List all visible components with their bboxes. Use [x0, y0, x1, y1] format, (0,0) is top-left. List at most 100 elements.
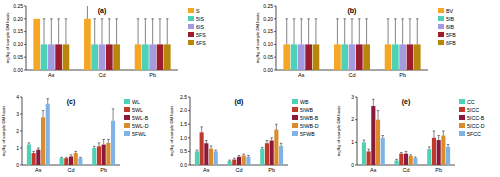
- error-cap: [115, 18, 118, 19]
- bar: [283, 44, 290, 70]
- legend-swatch: [459, 107, 465, 112]
- error-cap: [367, 149, 370, 150]
- error-cap: [74, 151, 77, 152]
- error-bar: [166, 19, 169, 45]
- legend-swatch: [292, 107, 298, 112]
- error-cap: [228, 160, 231, 161]
- bar: [349, 44, 356, 70]
- y-tick-label: 0.25: [263, 3, 273, 9]
- error-bar: [28, 143, 31, 145]
- error-bar: [280, 143, 283, 146]
- y-tick-label: 4: [16, 94, 19, 100]
- error-bar: [200, 127, 203, 132]
- bar: [111, 121, 115, 165]
- error-line: [94, 146, 95, 148]
- legend-swatch: [124, 107, 130, 112]
- error-cap: [102, 139, 105, 140]
- error-line: [38, 148, 39, 150]
- y-tick-label: 0.5: [180, 148, 187, 154]
- error-bar: [238, 155, 241, 156]
- x-tick-label: As: [203, 167, 210, 173]
- y-axis-label: mg/kg of sample DM basis: [255, 13, 260, 64]
- legend-swatch: [438, 24, 444, 29]
- bar: [334, 44, 341, 70]
- error-cap: [65, 18, 68, 19]
- error-line: [43, 111, 44, 118]
- x-tick-label: As: [298, 72, 305, 78]
- error-bar: [112, 109, 115, 121]
- bar: [270, 141, 274, 165]
- error-cap: [270, 137, 273, 138]
- error-cap: [400, 152, 403, 153]
- error-line: [410, 155, 411, 156]
- bar: [200, 132, 204, 165]
- error-cap: [107, 139, 110, 140]
- error-line: [211, 146, 212, 149]
- bar: [36, 150, 40, 165]
- error-bar: [50, 19, 53, 45]
- legend-label: 5FS: [196, 32, 206, 38]
- error-bar: [400, 153, 403, 154]
- error-line: [315, 19, 316, 45]
- error-bar: [228, 160, 231, 162]
- error-line: [271, 138, 272, 141]
- error-line: [58, 19, 59, 45]
- error-cap: [46, 98, 49, 99]
- error-line: [448, 145, 449, 147]
- error-bar: [115, 19, 118, 45]
- error-line: [66, 157, 67, 159]
- bar: [64, 158, 68, 165]
- error-bar: [358, 19, 361, 45]
- error-bar: [46, 99, 49, 104]
- error-bar: [416, 19, 419, 45]
- legend-label: 6FS: [196, 40, 206, 46]
- error-line: [229, 160, 230, 162]
- bar: [91, 44, 98, 70]
- bar: [63, 44, 70, 70]
- error-bar: [414, 157, 417, 158]
- bar: [41, 44, 48, 70]
- error-line: [71, 155, 72, 157]
- marks: [33, 6, 170, 70]
- error-cap: [242, 154, 245, 155]
- error-line: [262, 147, 263, 148]
- error-line: [51, 19, 52, 45]
- error-line: [138, 19, 139, 45]
- x-tick-label: Cd: [402, 167, 409, 173]
- error-bar: [108, 19, 111, 45]
- error-line: [286, 19, 287, 45]
- error-bar: [363, 140, 366, 142]
- legend-swatch: [188, 32, 194, 37]
- legend: WB5IWB5IWB-B5IWB-D5FWB: [292, 99, 319, 137]
- legend-swatch: [292, 123, 298, 128]
- error-bar: [377, 111, 380, 120]
- bar: [46, 104, 50, 165]
- error-line: [396, 159, 397, 160]
- error-cap: [98, 142, 101, 143]
- error-cap: [395, 159, 398, 160]
- legend-label: S: [196, 8, 200, 14]
- chart-title: (b): [348, 7, 357, 15]
- error-bar: [210, 146, 213, 149]
- chart-title: (c): [67, 98, 76, 106]
- bar: [92, 148, 96, 165]
- error-line: [378, 111, 379, 120]
- y-axis: [276, 6, 277, 70]
- error-bar: [101, 19, 104, 45]
- error-cap: [233, 158, 236, 159]
- error-cap: [101, 18, 104, 19]
- bar: [214, 151, 218, 165]
- error-bar: [285, 19, 288, 45]
- error-cap: [365, 18, 368, 19]
- error-line: [61, 157, 62, 159]
- bar: [362, 142, 366, 165]
- legend-label: BV: [446, 8, 454, 14]
- bar: [371, 106, 375, 165]
- error-line: [438, 136, 439, 141]
- bar: [41, 117, 45, 165]
- error-bar: [428, 147, 431, 149]
- legend-swatch: [188, 24, 194, 29]
- error-bar: [196, 150, 199, 151]
- error-line: [152, 19, 153, 45]
- bar: [356, 44, 363, 70]
